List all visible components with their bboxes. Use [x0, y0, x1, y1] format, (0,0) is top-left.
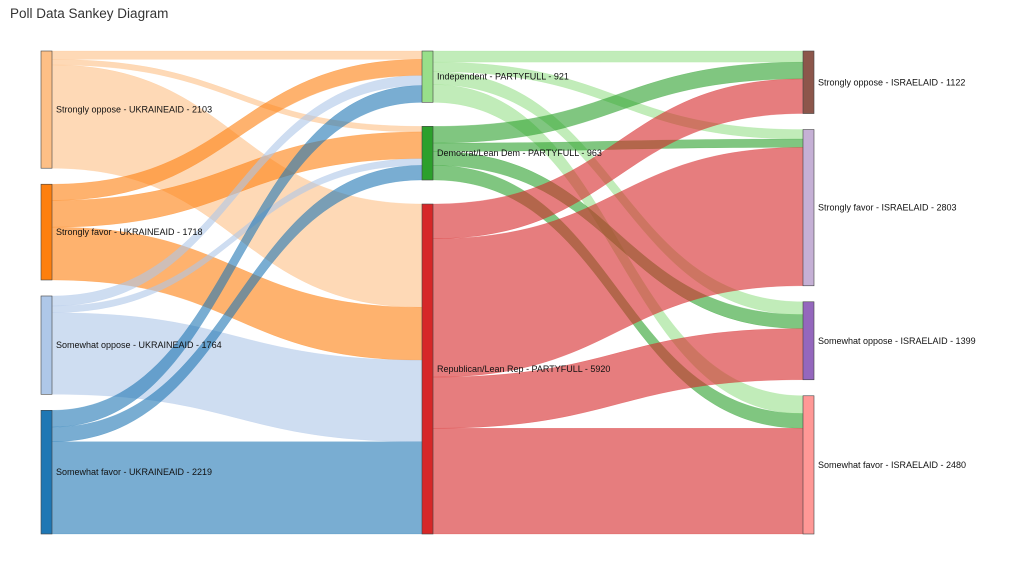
sankey-link-p-independent-to-is-strongly-oppose[interactable] — [432, 50, 804, 63]
sankey-node-label-uk-somewhat-oppose: Somewhat oppose - UKRAINEAID - 1764 — [56, 340, 222, 350]
sankey-links — [51, 50, 804, 535]
sankey-node-label-uk-strongly-oppose: Strongly oppose - UKRAINEAID - 2103 — [56, 105, 212, 115]
chart-title: Poll Data Sankey Diagram — [10, 6, 169, 21]
sankey-node-is-strongly-favor[interactable] — [802, 129, 815, 287]
sankey-link-uk-strongly-oppose-to-p-independent[interactable] — [51, 50, 423, 60]
sankey-node-label-p-independent: Independent - PARTYFULL - 921 — [437, 72, 569, 82]
sankey-node-uk-strongly-favor[interactable] — [40, 183, 53, 281]
sankey-node-is-somewhat-favor[interactable] — [802, 395, 815, 535]
sankey-node-p-republican[interactable] — [421, 203, 434, 535]
sankey-node-p-democrat[interactable] — [421, 126, 434, 181]
sankey-nodes — [40, 50, 815, 535]
sankey-node-p-independent[interactable] — [421, 50, 434, 103]
sankey-node-label-is-somewhat-favor: Somewhat favor - ISRAELAID - 2480 — [818, 460, 966, 470]
sankey-node-uk-somewhat-favor[interactable] — [40, 410, 53, 535]
sankey-node-label-uk-strongly-favor: Strongly favor - UKRAINEAID - 1718 — [56, 227, 203, 237]
sankey-node-label-is-strongly-oppose: Strongly oppose - ISRAELAID - 1122 — [818, 77, 965, 87]
sankey-node-is-strongly-oppose[interactable] — [802, 50, 815, 114]
sankey-node-uk-somewhat-oppose[interactable] — [40, 295, 53, 395]
sankey-node-label-is-somewhat-oppose: Somewhat oppose - ISRAELAID - 1399 — [818, 336, 976, 346]
sankey-link-p-republican-to-is-somewhat-favor[interactable] — [432, 428, 804, 535]
sankey-node-label-is-strongly-favor: Strongly favor - ISRAELAID - 2803 — [818, 203, 957, 213]
sankey-node-is-somewhat-oppose[interactable] — [802, 301, 815, 381]
sankey-labels: Strongly oppose - UKRAINEAID - 2103 Stron… — [56, 72, 976, 477]
sankey-node-label-p-democrat: Democrat/Lean Dem - PARTYFULL - 963 — [437, 148, 602, 158]
sankey-link-uk-somewhat-favor-to-p-republican[interactable] — [51, 441, 423, 535]
sankey-node-uk-strongly-oppose[interactable] — [40, 50, 53, 169]
sankey-node-label-uk-somewhat-favor: Somewhat favor - UKRAINEAID - 2219 — [56, 467, 212, 477]
sankey-node-label-p-republican: Republican/Lean Rep - PARTYFULL - 5920 — [437, 364, 610, 374]
